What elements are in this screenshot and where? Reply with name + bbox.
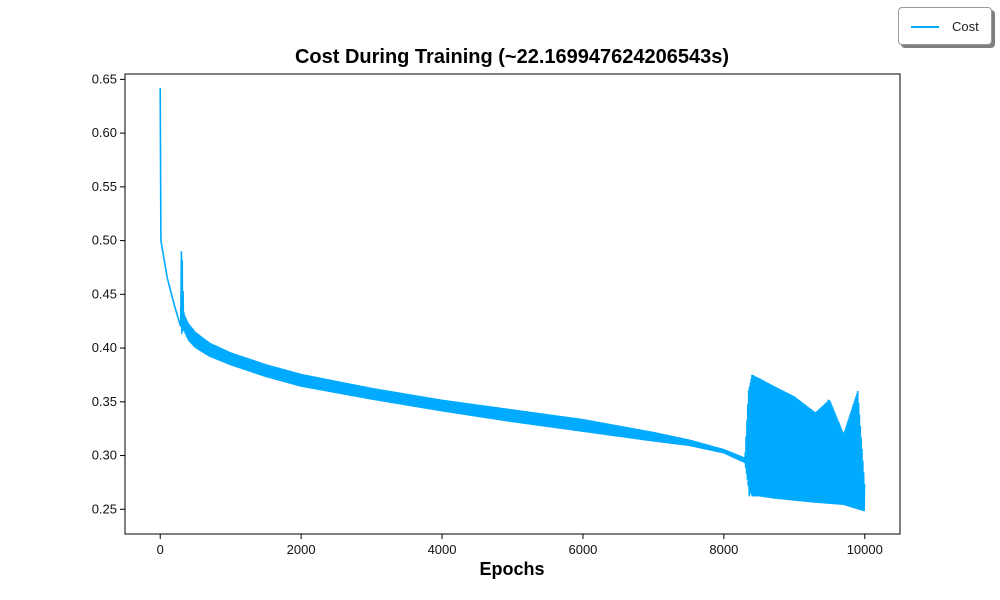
y-tick-label: 0.65 [92,71,117,86]
y-tick-label: 0.30 [92,448,117,463]
chart-title: Cost During Training (~22.16994762420654… [295,46,729,68]
y-tick-label: 0.35 [92,394,117,409]
y-tick-label: 0.40 [92,340,117,355]
plot-frame [124,73,901,535]
y-tick-label: 0.25 [92,501,117,516]
x-tick-label: 10000 [847,542,883,557]
series-line-cost [159,87,866,512]
y-tick-label: 0.45 [92,286,117,301]
x-tick-label: 4000 [428,542,457,557]
x-tick-label: 0 [157,542,164,557]
legend-label-cost: Cost [952,19,979,34]
x-axis-label: Epochs [479,559,544,579]
x-tick-label: 8000 [709,542,738,557]
y-axis: 0.25 0.30 0.35 0.40 0.45 0.50 0.55 0.60 0.65 [92,71,125,516]
legend: Cost [898,7,992,45]
y-tick-label: 0.60 [92,125,117,140]
x-tick-label: 6000 [568,542,597,557]
plot-area [159,87,866,512]
y-tick-label: 0.50 [92,233,117,248]
x-tick-label: 2000 [287,542,316,557]
legend-swatch-cost [911,26,939,28]
y-tick-label: 0.55 [92,179,117,194]
x-axis: 0 2000 4000 6000 8000 10000 [157,534,883,557]
